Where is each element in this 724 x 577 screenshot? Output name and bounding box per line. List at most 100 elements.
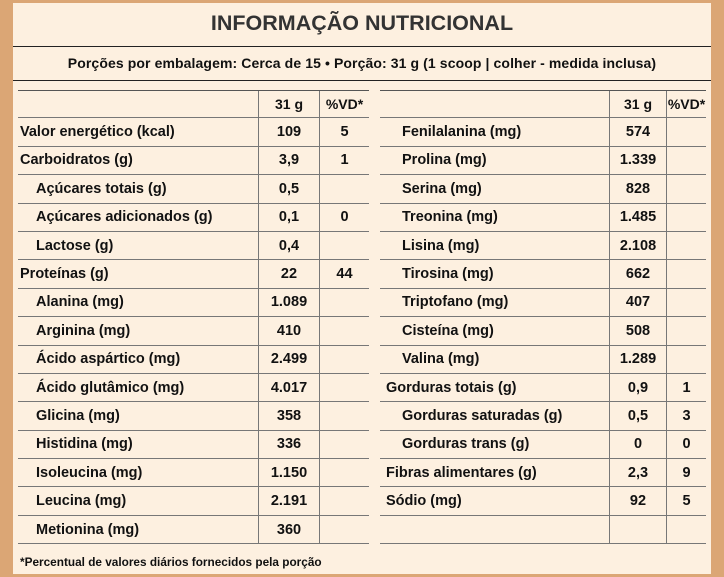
- nutrient-name: Treonina (mg): [402, 209, 498, 226]
- nutrient-dv: [319, 487, 369, 515]
- table-row: Glicina (mg) 358: [18, 402, 369, 431]
- nutrient-value: 1.289: [609, 345, 666, 373]
- nutrient-value: 336: [258, 430, 319, 459]
- nutrient-name: Açúcares totais (g): [36, 180, 167, 197]
- nutrient-name: Valor energético (kcal): [20, 124, 175, 141]
- table-row: Triptofano (mg) 407: [380, 288, 706, 318]
- nutrient-dv: [319, 288, 369, 317]
- table-row: Gorduras trans (g) 0 0: [380, 430, 706, 460]
- table-row: Açúcares totais (g) 0,5: [18, 175, 369, 204]
- right-header-portion: 31 g: [609, 91, 666, 118]
- nutrient-name: Arginina (mg): [36, 322, 131, 339]
- nutrient-dv: [666, 317, 706, 345]
- nutrient-value: 2.499: [258, 345, 319, 373]
- nutrient-dv: [666, 515, 706, 544]
- left-header-name: [18, 91, 258, 117]
- table-row: Cisteína (mg) 508: [380, 317, 706, 346]
- nutrient-name: Metionina (mg): [36, 521, 140, 538]
- nutrient-name: Carboidratos (g): [20, 152, 133, 169]
- nutrient-value: 4.017: [258, 373, 319, 402]
- table-row: Tirosina (mg) 662: [380, 260, 706, 289]
- nutrient-value: 1.089: [258, 288, 319, 317]
- table-row: Açúcares adicionados (g) 0,1 0: [18, 203, 369, 232]
- nutrient-value: 1.485: [609, 203, 666, 231]
- nutrient-dv: [666, 146, 706, 175]
- nutrient-value: 3,9: [258, 146, 319, 175]
- nutrient-value: [609, 515, 666, 544]
- right-table: 31 g %VD* Fenilalanina (mg) 574 Prolina (m…: [380, 90, 706, 545]
- left-header-portion: 31 g: [258, 91, 319, 118]
- nutrient-name: Gorduras trans (g): [402, 436, 530, 453]
- nutrient-dv: [319, 430, 369, 459]
- left-header-row: 31 g %VD*: [18, 90, 369, 119]
- nutrient-value: 662: [609, 260, 666, 288]
- nutrient-dv: [319, 373, 369, 402]
- nutrient-value: 360: [258, 515, 319, 544]
- nutrient-name: Leucina (mg): [36, 493, 127, 510]
- nutrient-value: 0,5: [258, 175, 319, 203]
- nutrition-facts-panel: INFORMAÇÃO NUTRICIONAL Porções por embal…: [13, 3, 711, 574]
- right-header-dv: %VD*: [666, 91, 706, 118]
- nutrient-dv: [319, 402, 369, 430]
- serving-info: Porções por embalagem: Cerca de 15 • Por…: [13, 46, 711, 81]
- nutrient-name: Isoleucina (mg): [36, 464, 143, 481]
- nutrient-value: 22: [258, 260, 319, 288]
- table-row: Serina (mg) 828: [380, 175, 706, 204]
- nutrient-value: 410: [258, 317, 319, 345]
- nutrient-dv: 5: [319, 118, 369, 146]
- table-row: Gorduras saturadas (g) 0,5 3: [380, 402, 706, 431]
- table-row: Metionina (mg) 360: [18, 515, 369, 545]
- nutrient-name: Valina (mg): [402, 351, 480, 368]
- table-row: Treonina (mg) 1.485: [380, 203, 706, 232]
- nutrient-dv: [319, 231, 369, 260]
- right-header-row: 31 g %VD*: [380, 90, 706, 119]
- nutrient-name: Sódio (mg): [386, 493, 462, 510]
- nutrient-name: Proteínas (g): [20, 266, 109, 283]
- table-row: Carboidratos (g) 3,9 1: [18, 146, 369, 176]
- table-row: Alanina (mg) 1.089: [18, 288, 369, 318]
- table-row: Lactose (g) 0,4: [18, 231, 369, 261]
- nutrient-name: Fenilalanina (mg): [402, 124, 522, 141]
- nutrient-value: 1.339: [609, 146, 666, 175]
- nutrient-dv: [666, 175, 706, 203]
- nutrient-value: 0: [609, 430, 666, 459]
- nutrient-dv: [319, 175, 369, 203]
- nutrient-name: Gorduras saturadas (g): [402, 407, 563, 424]
- nutrient-value: 358: [258, 402, 319, 430]
- nutrient-dv: [319, 345, 369, 373]
- nutrient-name: Triptofano (mg): [402, 294, 509, 311]
- table-row: Sódio (mg) 92 5: [380, 487, 706, 516]
- nutrient-value: 2.191: [258, 487, 319, 515]
- nutrient-value: 92: [609, 487, 666, 515]
- nutrient-name: Gorduras totais (g): [386, 379, 517, 396]
- nutrient-value: 407: [609, 288, 666, 317]
- nutrient-name: Ácido aspártico (mg): [36, 351, 181, 368]
- nutrient-dv: 5: [666, 487, 706, 515]
- table-row: Leucina (mg) 2.191: [18, 487, 369, 516]
- table-row: Histidina (mg) 336: [18, 430, 369, 460]
- right-table-body: Fenilalanina (mg) 574 Prolina (mg) 1.339 Ser…: [380, 118, 706, 545]
- nutrient-name: Tirosina (mg): [402, 266, 494, 283]
- nutrient-name: Serina (mg): [402, 180, 482, 197]
- nutrient-dv: [319, 317, 369, 345]
- left-header-dv: %VD*: [319, 91, 369, 118]
- table-row: Valina (mg) 1.289: [380, 345, 706, 374]
- nutrient-value: 0,4: [258, 231, 319, 260]
- nutrient-name: [380, 516, 609, 543]
- table-row: Valor energético (kcal) 109 5: [18, 118, 369, 147]
- nutrient-dv: 3: [666, 402, 706, 430]
- nutrient-name: Histidina (mg): [36, 436, 133, 453]
- nutrient-value: 508: [609, 317, 666, 345]
- nutrient-value: 574: [609, 118, 666, 146]
- nutrient-value: 828: [609, 175, 666, 203]
- nutrient-name: Alanina (mg): [36, 294, 124, 311]
- table-row: Ácido aspártico (mg) 2.499: [18, 345, 369, 374]
- nutrient-name: Lisina (mg): [402, 237, 480, 254]
- nutrient-name: Açúcares adicionados (g): [36, 209, 213, 226]
- table-row: Fibras alimentares (g) 2,3 9: [380, 459, 706, 488]
- table-row: Arginina (mg) 410: [18, 317, 369, 346]
- nutrient-dv: 44: [319, 260, 369, 288]
- nutrient-dv: 9: [666, 459, 706, 487]
- nutrient-name: Ácido glutâmico (mg): [36, 379, 185, 396]
- nutrient-dv: 0: [666, 430, 706, 459]
